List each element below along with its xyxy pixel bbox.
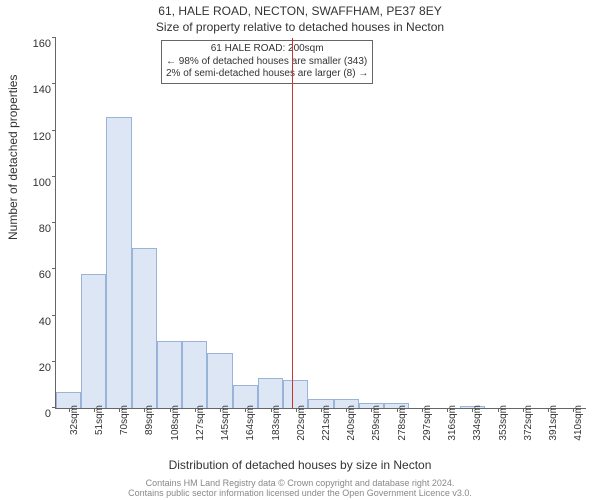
histogram-bar (81, 274, 106, 408)
y-axis-label: Number of detached properties (6, 75, 20, 240)
x-tick-label: 202sqm (296, 405, 307, 445)
annotation-box: 61 HALE ROAD: 200sqm← 98% of detached ho… (161, 40, 373, 84)
x-tick-label: 164sqm (245, 405, 256, 445)
annotation-line: ← 98% of detached houses are smaller (34… (166, 56, 368, 69)
y-tick-label: 160 (21, 38, 51, 50)
annotation-line: 2% of semi-detached houses are larger (8… (166, 68, 368, 81)
y-tick-mark (52, 222, 56, 223)
y-tick-mark (52, 268, 56, 269)
histogram-bar (106, 117, 131, 408)
y-tick-label: 60 (21, 269, 51, 281)
x-tick-label: 316sqm (447, 405, 458, 445)
x-tick-label: 32sqm (69, 405, 80, 445)
histogram-bar (157, 341, 182, 408)
x-tick-label: 334sqm (472, 405, 483, 445)
x-tick-label: 183sqm (271, 405, 282, 445)
histogram-bar (182, 341, 207, 408)
histogram-bar (132, 248, 157, 408)
y-tick-label: 120 (21, 131, 51, 143)
y-tick-mark (52, 37, 56, 38)
x-tick-label: 51sqm (94, 405, 105, 445)
x-tick-label: 391sqm (548, 405, 559, 445)
y-tick-mark (52, 83, 56, 84)
x-tick-label: 127sqm (195, 405, 206, 445)
footer-text: Contains HM Land Registry data © Crown c… (0, 478, 600, 498)
y-tick-label: 140 (21, 84, 51, 96)
chart-title: 61, HALE ROAD, NECTON, SWAFFHAM, PE37 8E… (0, 4, 600, 18)
y-tick-label: 80 (21, 223, 51, 235)
y-tick-label: 20 (21, 362, 51, 374)
x-tick-label: 410sqm (573, 405, 584, 445)
x-tick-label: 240sqm (346, 405, 357, 445)
marker-line (292, 38, 293, 408)
y-tick-mark (52, 176, 56, 177)
histogram-bar (258, 378, 283, 408)
x-tick-label: 145sqm (220, 405, 231, 445)
y-tick-mark (52, 361, 56, 362)
x-tick-label: 372sqm (523, 405, 534, 445)
y-tick-label: 0 (21, 408, 51, 420)
plot-area: 61 HALE ROAD: 200sqm← 98% of detached ho… (55, 38, 586, 409)
x-tick-label: 89sqm (144, 405, 155, 445)
x-axis-label: Distribution of detached houses by size … (0, 458, 600, 472)
y-tick-label: 40 (21, 316, 51, 328)
histogram-bar (207, 353, 232, 409)
histogram-bar (283, 380, 308, 408)
y-tick-mark (52, 315, 56, 316)
x-tick-label: 278sqm (397, 405, 408, 445)
x-tick-label: 259sqm (371, 405, 382, 445)
x-tick-label: 70sqm (119, 405, 130, 445)
chart-subtitle: Size of property relative to detached ho… (0, 20, 600, 34)
x-tick-label: 221sqm (321, 405, 332, 445)
footer-line2: Contains public sector information licen… (0, 488, 600, 498)
y-tick-label: 100 (21, 177, 51, 189)
annotation-line: 61 HALE ROAD: 200sqm (166, 43, 368, 56)
y-tick-mark (52, 130, 56, 131)
footer-line1: Contains HM Land Registry data © Crown c… (0, 478, 600, 488)
x-tick-label: 297sqm (422, 405, 433, 445)
x-tick-label: 108sqm (170, 405, 181, 445)
x-tick-label: 353sqm (498, 405, 509, 445)
